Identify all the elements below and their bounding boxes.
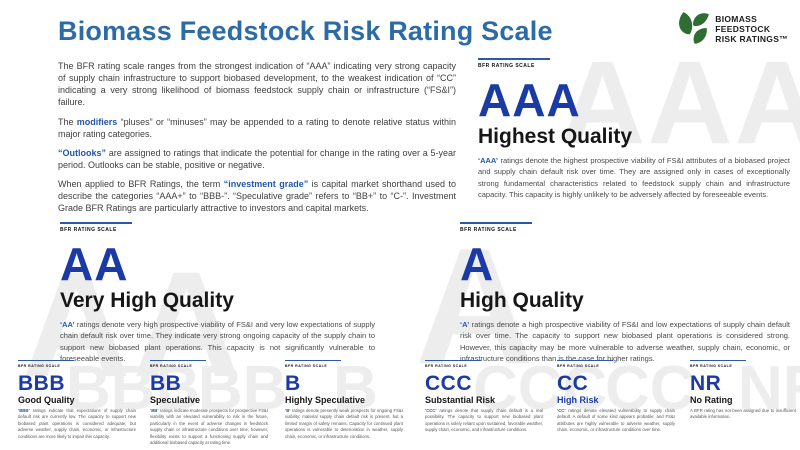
rating-desc-bbb-lead: ‘BBB’ bbox=[18, 408, 30, 414]
rating-card-nr: NR BFR RATING SCALE NR No Rating A BFR r… bbox=[690, 358, 800, 421]
rating-desc-a-body: ratings denote a high prospective viabil… bbox=[460, 320, 790, 363]
rating-desc-aaa-body: ratings denote the highest prospective v… bbox=[478, 156, 790, 199]
rating-code-b: B bbox=[285, 372, 301, 395]
rating-name-nr: No Rating bbox=[690, 395, 733, 406]
rating-code-aaa: AAA bbox=[478, 74, 581, 126]
aa-watermark: AA bbox=[22, 240, 243, 408]
rating-desc-bb: ‘BB’ ratings indicate moderate prospects… bbox=[150, 408, 268, 447]
intro-paragraph-4: When applied to BFR Ratings, the term “i… bbox=[58, 178, 456, 214]
rating-code-bbb: BBB bbox=[18, 372, 65, 395]
bfr-scale-label: BFR RATING SCALE bbox=[425, 360, 481, 368]
rating-name-cc: High Risk bbox=[557, 395, 599, 406]
rating-desc-bb-body: ratings indicate moderate prospects for … bbox=[150, 408, 268, 446]
rating-desc-b-body: ratings denote presently weak prospects … bbox=[285, 408, 403, 439]
rating-desc-cc-body: ratings denote elevated vulnerability to… bbox=[557, 408, 675, 433]
bb-watermark: BB bbox=[198, 354, 288, 423]
investment-grade-term: “investment grade” bbox=[223, 179, 309, 190]
rating-desc-aa: ‘AA’ ratings denote very high prospectiv… bbox=[60, 319, 375, 364]
rating-desc-aaa: ‘AAA’ ratings denote the highest prospec… bbox=[478, 155, 790, 200]
bfr-scale-label: BFR RATING SCALE bbox=[478, 58, 550, 69]
a-watermark: A bbox=[415, 214, 537, 398]
rating-desc-ccc-lead: ‘CCC’ bbox=[425, 408, 437, 414]
cc-watermark: CC bbox=[605, 354, 695, 423]
rating-desc-nr: A BFR rating has not been assigned due t… bbox=[690, 408, 796, 421]
rating-desc-nr-body: A BFR rating has not been assigned due t… bbox=[690, 408, 796, 420]
rating-card-aa: AA BFR RATING SCALE AA Very High Quality… bbox=[22, 222, 405, 399]
rating-code-ccc: CCC bbox=[425, 372, 472, 395]
rating-desc-cc-lead: ‘CC’ bbox=[557, 408, 566, 414]
rating-desc-a-lead: ‘A’ bbox=[460, 320, 470, 330]
rating-desc-aa-lead: ‘AA’ bbox=[60, 320, 75, 330]
rating-name-a: High Quality bbox=[460, 289, 584, 312]
brand-line-3: RISK RATINGS™ bbox=[715, 34, 788, 45]
rating-desc-ccc: ‘CCC’ ratings denote that supply chain d… bbox=[425, 408, 543, 434]
rating-name-b: Highly Speculative bbox=[285, 395, 366, 406]
rating-name-ccc: Substantial Risk bbox=[425, 395, 496, 406]
rating-code-aa: AA bbox=[60, 238, 129, 290]
brand-logo: BIOMASS FEEDSTOCK RISK RATINGS™ bbox=[675, 10, 788, 48]
rating-desc-ccc-body: ratings denote that supply chain default… bbox=[425, 408, 543, 433]
rating-card-ccc: CCC BFR RATING SCALE CCC Substantial Ris… bbox=[425, 358, 607, 434]
intro-p2-post: “pluses” or “minuses” may be appended to… bbox=[58, 116, 456, 139]
rating-desc-bbb-body: ratings indicate that expectations of su… bbox=[18, 408, 136, 439]
rating-code-bb: BB bbox=[150, 372, 182, 395]
rating-card-bb: BB BFR RATING SCALE BB Speculative ‘BB’ … bbox=[150, 358, 288, 447]
rating-desc-aaa-lead: ‘AAA’ bbox=[478, 156, 499, 166]
intro-text: The BFR rating scale ranges from the str… bbox=[58, 60, 456, 222]
brand-logo-text: BIOMASS FEEDSTOCK RISK RATINGS™ bbox=[715, 14, 788, 45]
leaf-icon bbox=[679, 12, 710, 44]
rating-card-aaa: AAA BFR RATING SCALE AAA Highest Quality… bbox=[478, 44, 800, 200]
rating-name-aa: Very High Quality bbox=[60, 289, 234, 312]
b-watermark: B bbox=[333, 354, 378, 423]
rating-desc-b-lead: ‘B’ bbox=[285, 408, 291, 414]
brand-line-1: BIOMASS bbox=[715, 13, 758, 24]
bfr-scale-label: BFR RATING SCALE bbox=[18, 360, 74, 368]
rating-desc-b: ‘B’ ratings denote presently weak prospe… bbox=[285, 408, 403, 440]
bfr-scale-label: BFR RATING SCALE bbox=[460, 222, 532, 233]
intro-p3-post: are assigned to ratings that indicate th… bbox=[58, 147, 456, 170]
rating-code-a: A bbox=[460, 238, 495, 290]
modifiers-term: modifiers bbox=[76, 116, 118, 127]
rating-desc-a: ‘A’ ratings denote a high prospective vi… bbox=[460, 319, 790, 364]
rating-code-nr: NR bbox=[690, 372, 722, 395]
rating-code-cc: CC bbox=[557, 372, 589, 395]
rating-desc-cc: ‘CC’ ratings denote elevated vulnerabili… bbox=[557, 408, 675, 434]
intro-p2-pre: The bbox=[58, 116, 77, 127]
rating-card-a: A BFR RATING SCALE A High Quality ‘A’ ra… bbox=[415, 222, 790, 389]
intro-paragraph-2: The modifiers “pluses” or “minuses” may … bbox=[58, 116, 456, 140]
bfr-scale-label: BFR RATING SCALE bbox=[150, 360, 206, 368]
outlooks-term: “Outlooks” bbox=[58, 147, 107, 158]
rating-name-aaa: Highest Quality bbox=[478, 125, 633, 148]
rating-card-cc: CC BFR RATING SCALE CC High Risk ‘CC’ ra… bbox=[557, 358, 695, 434]
intro-p4-post: is capital market shorthand used to desc… bbox=[58, 179, 456, 214]
rating-desc-aa-body: ratings denote very high prospective via… bbox=[60, 320, 375, 363]
intro-paragraph-1: The BFR rating scale ranges from the str… bbox=[58, 60, 456, 109]
intro-p1-text: The BFR rating scale ranges from the str… bbox=[58, 61, 456, 108]
rating-card-b: B BFR RATING SCALE B Highly Speculative … bbox=[285, 354, 403, 440]
intro-paragraph-3: “Outlooks” are assigned to ratings that … bbox=[58, 147, 456, 171]
bfr-scale-label: BFR RATING SCALE bbox=[285, 360, 341, 368]
brand-line-2: FEEDSTOCK bbox=[715, 23, 771, 34]
page-title: Biomass Feedstock Risk Rating Scale bbox=[58, 16, 553, 46]
rating-card-bbb: BBB BFR RATING SCALE BBB Good Quality ‘B… bbox=[18, 358, 200, 440]
rating-desc-bb-lead: ‘BB’ bbox=[150, 408, 159, 414]
intro-p4-pre: When applied to BFR Ratings, the term bbox=[58, 179, 224, 190]
bfr-scale-label: BFR RATING SCALE bbox=[690, 360, 746, 368]
bfr-scale-label: BFR RATING SCALE bbox=[60, 222, 132, 233]
nr-watermark: NR bbox=[738, 354, 800, 423]
rating-name-bbb: Good Quality bbox=[18, 395, 75, 406]
rating-name-bb: Speculative bbox=[150, 395, 201, 406]
bbb-watermark: BBB bbox=[66, 354, 201, 423]
rating-desc-bbb: ‘BBB’ ratings indicate that expectations… bbox=[18, 408, 136, 440]
ccc-watermark: CCC bbox=[473, 354, 608, 423]
bfr-scale-label: BFR RATING SCALE bbox=[557, 360, 613, 368]
aaa-watermark: AAA bbox=[560, 37, 800, 169]
